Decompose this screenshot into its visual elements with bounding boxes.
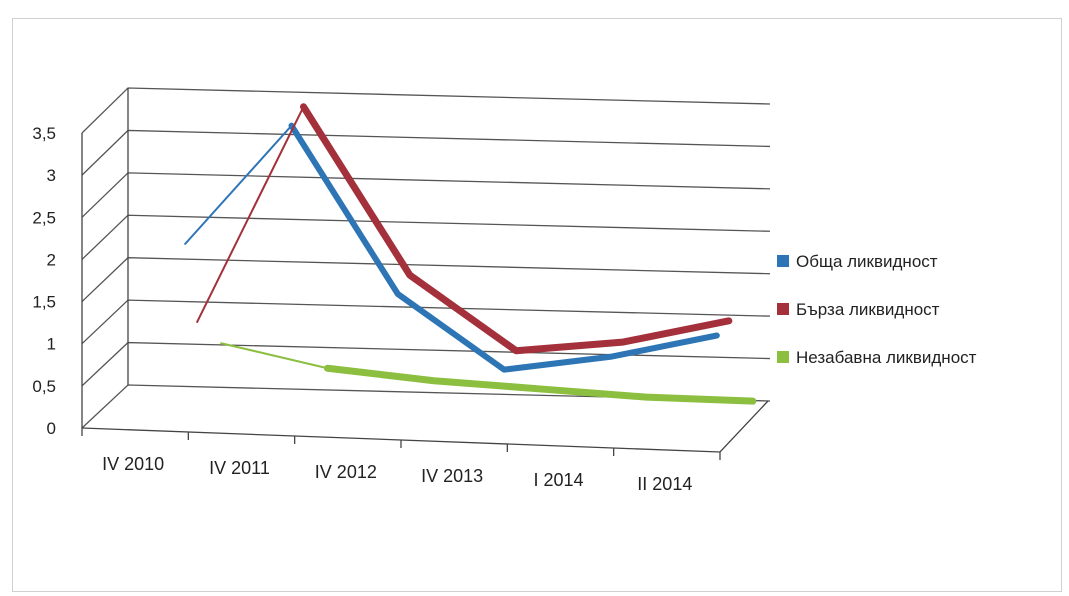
y-tick-label: 2: [47, 250, 56, 269]
x-tick-label: IV 2013: [421, 466, 483, 486]
gridline: [81, 384, 771, 429]
y-tick-label: 0: [47, 419, 56, 438]
series-segment: [196, 105, 305, 323]
gridline: [81, 129, 771, 176]
y-tick-label: 3: [47, 166, 56, 185]
x-tick-label: I 2014: [533, 470, 583, 490]
legend-swatch: [777, 255, 789, 267]
chart-frame: [12, 18, 1062, 592]
y-tick-label: 0,5: [32, 377, 56, 396]
x-axis-ticks: IV 2010 IV 2011 IV 2012 IV 2013 I 2014 II 201…: [102, 454, 692, 494]
series-3: [220, 342, 757, 405]
legend-swatch: [777, 303, 789, 315]
legend-label: Обща ликвидност: [796, 252, 938, 271]
x-tick-label: IV 2012: [315, 462, 377, 482]
y-tick-label: 3,5: [32, 124, 56, 143]
axes: [81, 88, 769, 460]
gridline: [81, 172, 771, 218]
legend-swatch: [777, 351, 789, 363]
legend-label: Бърза ликвидност: [796, 300, 940, 319]
x-tick-label: II 2014: [637, 474, 692, 494]
series-2: [196, 103, 733, 355]
series-lines: [184, 103, 757, 405]
y-tick-label: 1,5: [32, 293, 56, 312]
legend-label: Незабавна ликвидност: [796, 348, 977, 367]
series-segment: [184, 124, 293, 245]
gridline: [81, 257, 771, 303]
x-tick-label: IV 2010: [102, 454, 164, 474]
series-segment: [220, 342, 329, 370]
legend: Обща ликвидност Бърза ликвидност Незабавна…: [777, 252, 977, 367]
y-tick-label: 1: [47, 335, 56, 354]
gridline: [81, 214, 771, 260]
floor-edge: [81, 400, 769, 453]
y-tick-label: 2,5: [32, 208, 56, 227]
gridline: [81, 299, 771, 345]
series-line: [324, 364, 757, 405]
gridline: [81, 87, 771, 134]
series-1: [184, 122, 720, 373]
x-tick-label: IV 2011: [209, 458, 270, 478]
y-axis-ticks: 0 0,5 1 1,5 2 2,5 3 3,5: [32, 124, 56, 438]
